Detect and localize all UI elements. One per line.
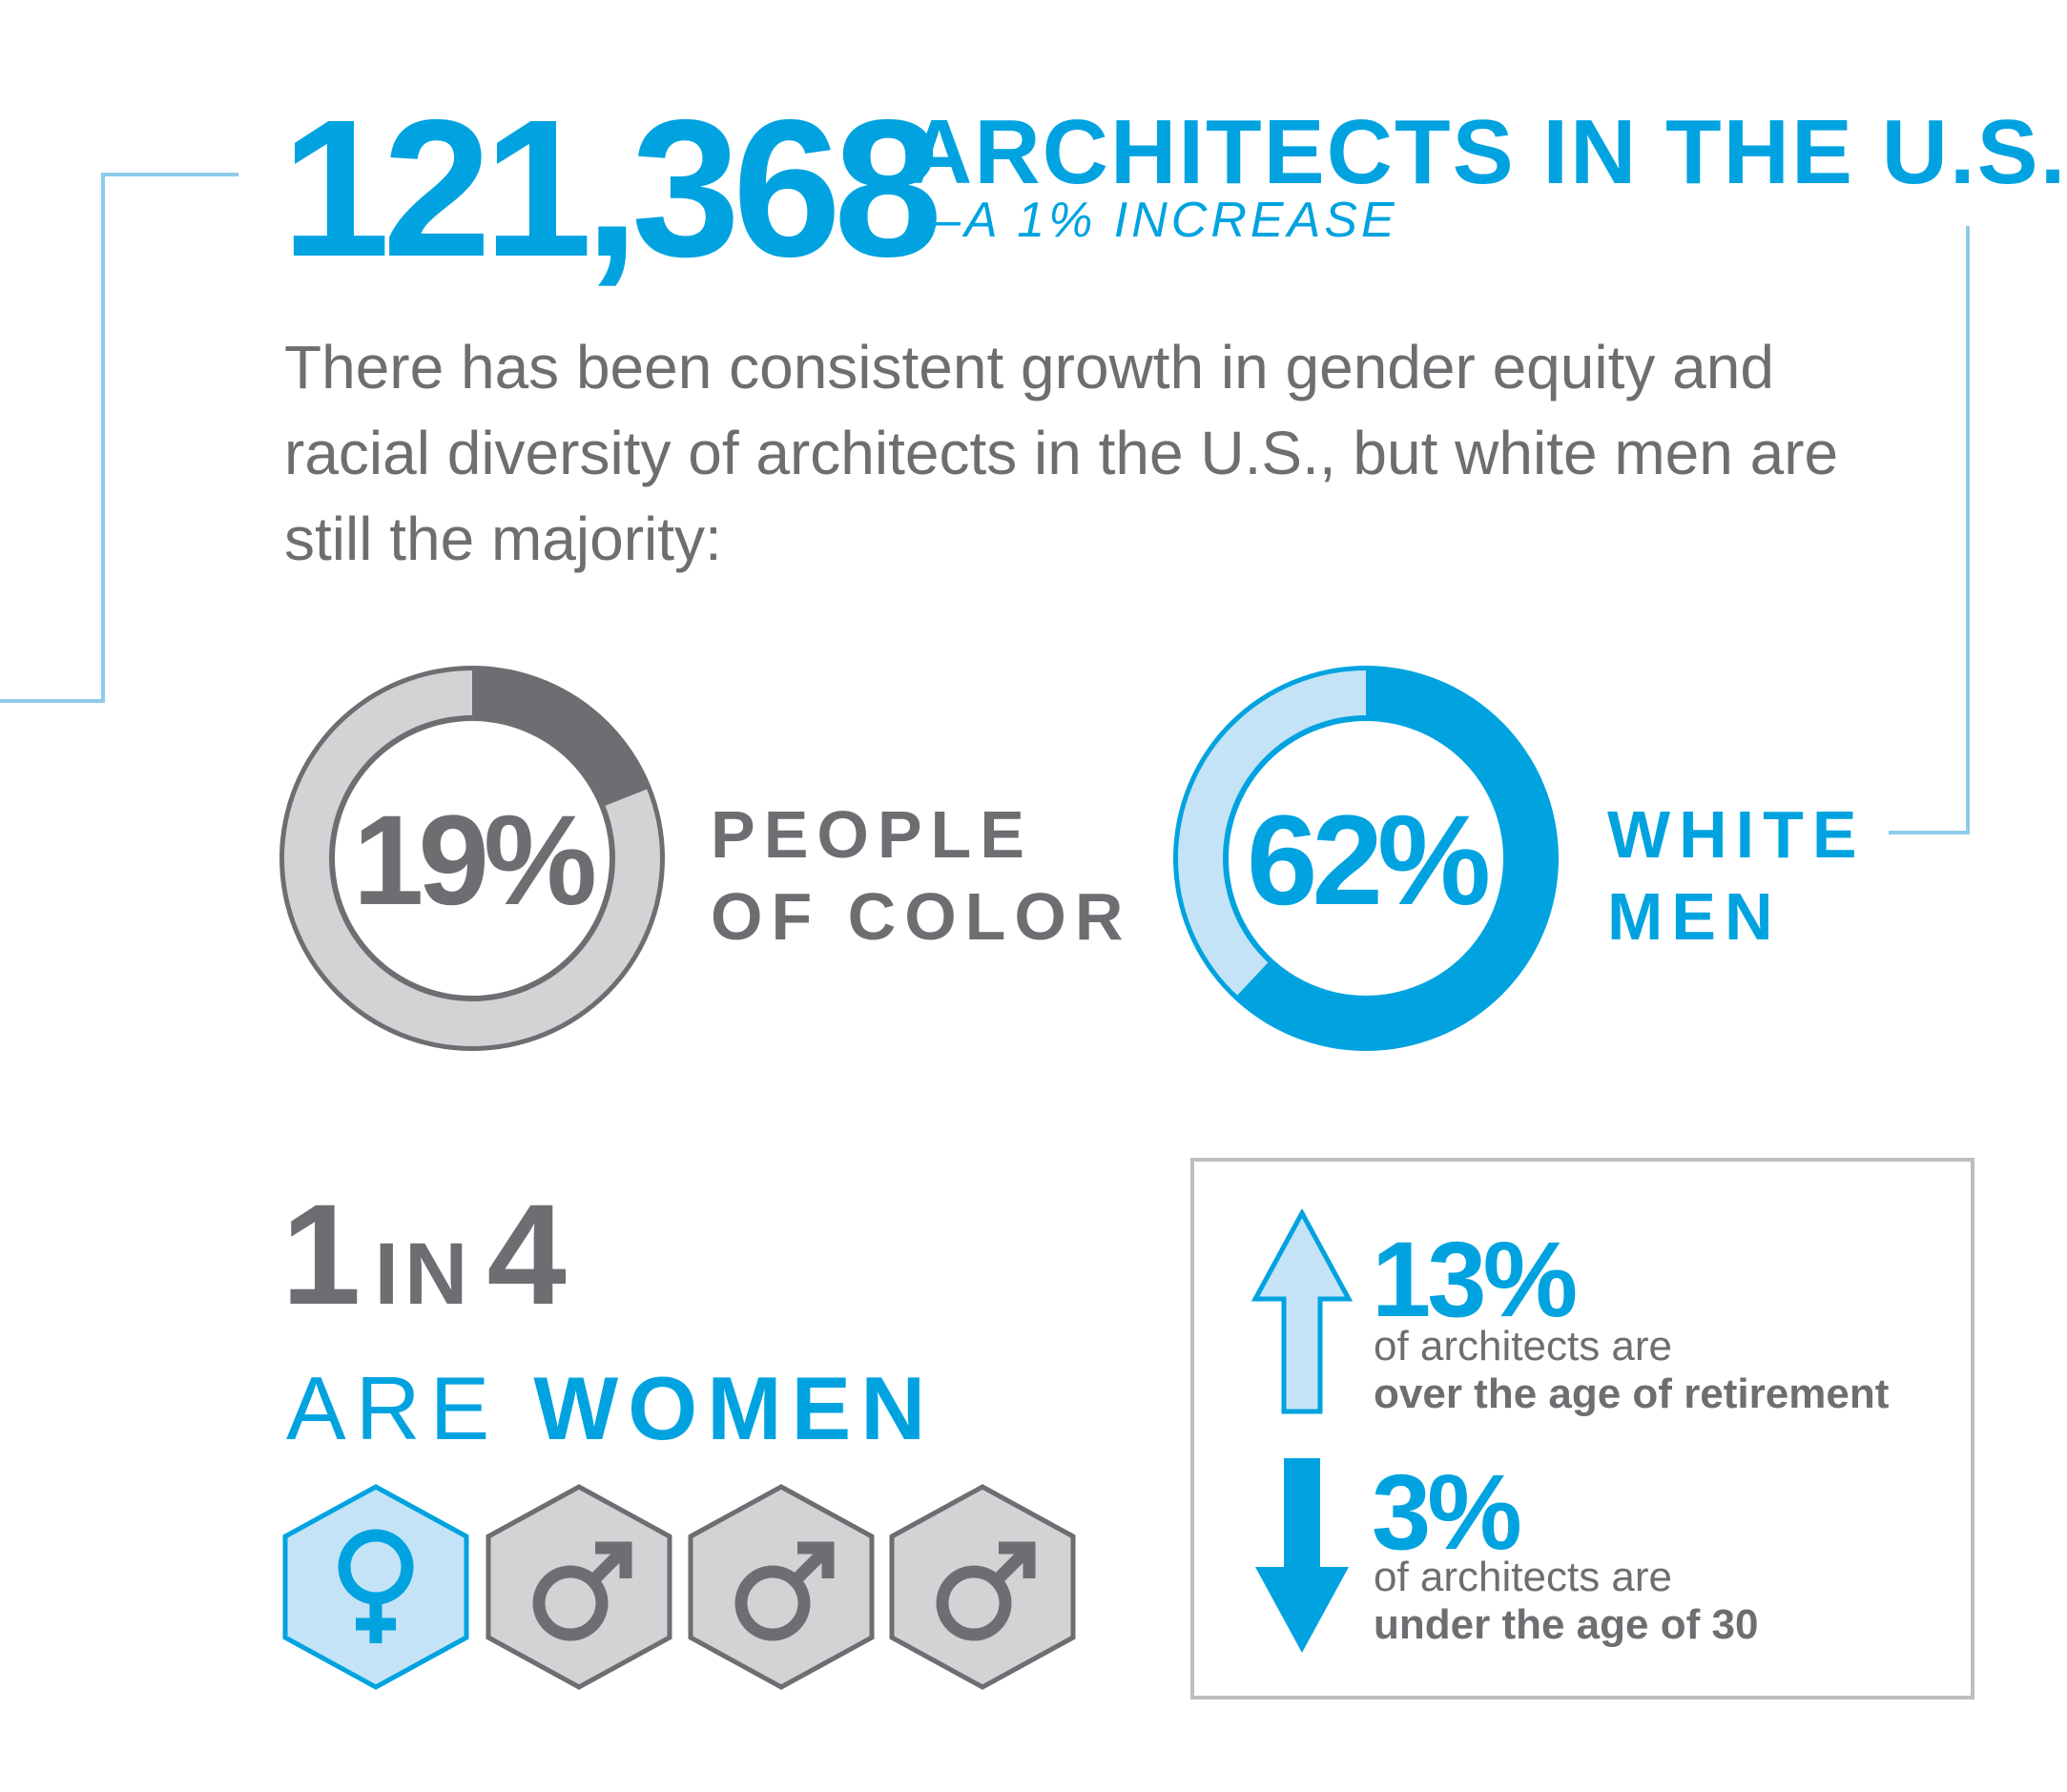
people-of-color-label-line1: PEOPLE: [711, 797, 1033, 872]
arrow-down-icon: [1255, 1458, 1349, 1653]
white-men-percent: 62%: [1246, 790, 1491, 932]
people-of-color-label-line2: OF COLOR: [711, 879, 1132, 954]
male-icon: [889, 1484, 1076, 1690]
white-men-donut: [1173, 666, 1559, 1051]
headline-subtitle: —A 1% INCREASE: [911, 193, 1398, 248]
people-of-color-percent: 19%: [352, 790, 597, 932]
one-in-four-heading: 1 IN4: [281, 1183, 567, 1326]
white-men-label: WHITE MEN: [1607, 793, 1866, 958]
over-retirement-percent: 13%: [1372, 1220, 1578, 1339]
headline-title: ARCHITECTS IN THE U.S.: [906, 101, 2067, 203]
over-retirement-line1: of architects are: [1374, 1323, 1673, 1370]
architect-count: 121,368: [281, 79, 942, 298]
intro-paragraph: There has been consistent growth in gend…: [284, 333, 1839, 573]
white-men-label-line2: MEN: [1607, 879, 1782, 954]
under-30-line2: under the age of 30: [1374, 1601, 1759, 1648]
ratio-one: 1: [281, 1174, 362, 1334]
ratio-four: 4: [486, 1174, 567, 1334]
under-30-percent: 3%: [1372, 1452, 1522, 1572]
people-of-color-donut: [279, 666, 665, 1051]
over-retirement-line2: over the age of retirement: [1374, 1370, 1890, 1417]
male-icon: [486, 1484, 672, 1690]
women-text: WOMEN: [533, 1358, 936, 1458]
people-of-color-label: PEOPLE OF COLOR: [711, 793, 1131, 958]
age-stats-box: [1190, 1158, 1974, 1699]
female-icon: [282, 1484, 469, 1690]
are-women-heading: ARE WOMEN: [286, 1364, 935, 1453]
male-icon: [688, 1484, 875, 1690]
under-30-line1: of architects are: [1374, 1554, 1673, 1600]
ratio-in: IN: [374, 1226, 474, 1323]
white-men-label-line1: WHITE: [1607, 797, 1866, 872]
are-text: ARE: [286, 1358, 500, 1458]
arrow-up-icon: [1251, 1209, 1354, 1414]
